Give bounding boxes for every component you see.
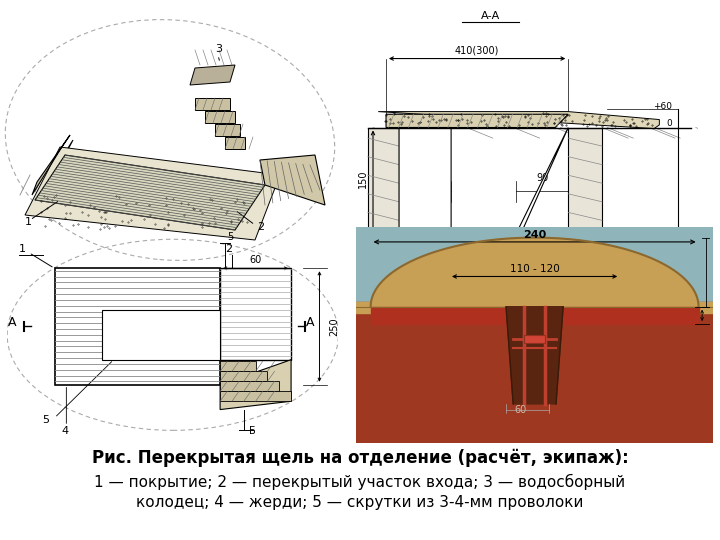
Text: 1: 1: [19, 244, 52, 267]
Text: -170: -170: [652, 237, 672, 246]
Polygon shape: [378, 112, 660, 129]
Text: колодец; 4 — жерди; 5 — скрутки из 3-4-мм проволоки: колодец; 4 — жерди; 5 — скрутки из 3-4-м…: [136, 495, 584, 510]
Polygon shape: [451, 234, 516, 255]
Text: 410(300): 410(300): [455, 45, 500, 55]
Polygon shape: [368, 127, 399, 244]
Polygon shape: [220, 392, 291, 401]
Polygon shape: [356, 227, 713, 443]
Text: 1 — покрытие; 2 — перекрытый участок входа; 3 — водосборный: 1 — покрытие; 2 — перекрытый участок вхо…: [94, 474, 626, 490]
Polygon shape: [516, 127, 568, 244]
Text: 110 - 120: 110 - 120: [510, 264, 559, 274]
Polygon shape: [215, 124, 240, 136]
Text: 90: 90: [419, 173, 431, 183]
Text: 240: 240: [523, 230, 546, 240]
Polygon shape: [356, 302, 713, 313]
Text: 60: 60: [249, 255, 262, 265]
Text: 3: 3: [215, 44, 222, 54]
Polygon shape: [220, 268, 291, 360]
Polygon shape: [524, 335, 545, 343]
Polygon shape: [190, 65, 235, 85]
Text: 5: 5: [228, 232, 233, 242]
Text: 0: 0: [667, 119, 672, 128]
Polygon shape: [506, 307, 563, 404]
Text: Рис. Перекрытая щель на отделение (расчёт, экипаж):: Рис. Перекрытая щель на отделение (расчё…: [91, 449, 629, 467]
Text: 250: 250: [329, 317, 339, 336]
Polygon shape: [220, 372, 267, 381]
Polygon shape: [55, 268, 220, 384]
Polygon shape: [399, 127, 451, 244]
Polygon shape: [568, 127, 602, 244]
Text: А: А: [8, 316, 16, 329]
Polygon shape: [25, 147, 280, 240]
Text: 150: 150: [358, 170, 368, 188]
Polygon shape: [32, 135, 70, 195]
Polygon shape: [371, 307, 698, 324]
Polygon shape: [220, 381, 279, 391]
Text: А-А: А-А: [480, 11, 500, 21]
Polygon shape: [102, 310, 220, 360]
Polygon shape: [37, 140, 73, 200]
Polygon shape: [371, 238, 698, 307]
Text: 2: 2: [257, 222, 264, 232]
Text: 4: 4: [62, 427, 68, 436]
Polygon shape: [356, 302, 713, 443]
Text: А: А: [306, 316, 314, 329]
Text: 60: 60: [514, 404, 526, 415]
Text: +60: +60: [653, 102, 672, 111]
Text: 5: 5: [42, 415, 50, 425]
Polygon shape: [386, 114, 568, 127]
Polygon shape: [205, 111, 235, 123]
Text: 1: 1: [25, 217, 32, 227]
Polygon shape: [260, 155, 325, 205]
Text: 360(250): 360(250): [464, 259, 503, 267]
Polygon shape: [220, 360, 291, 409]
Polygon shape: [35, 155, 265, 230]
Text: 2: 2: [225, 244, 232, 254]
Text: 3: 3: [279, 368, 287, 379]
Polygon shape: [220, 361, 256, 372]
Text: 90: 90: [536, 173, 549, 183]
Text: 420(310): 420(310): [464, 280, 503, 289]
Polygon shape: [225, 137, 245, 149]
Polygon shape: [195, 98, 230, 110]
Text: Б: Б: [248, 427, 256, 436]
